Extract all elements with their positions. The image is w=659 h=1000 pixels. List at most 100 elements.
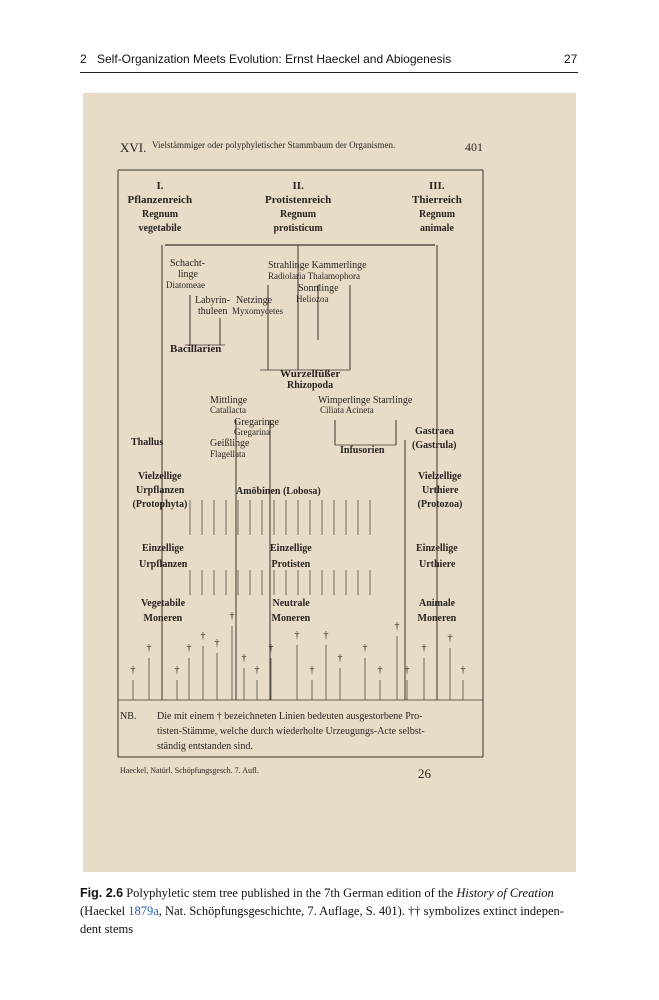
tree-label: Strahlinge Kammerlinge	[268, 260, 367, 271]
tree-label: Sonnlinge	[298, 283, 339, 294]
tree-label: II.	[292, 180, 304, 192]
dagger: †	[200, 631, 206, 642]
caption-citation[interactable]: 1879a	[128, 904, 159, 918]
tree-label: Ciliata Acineta	[320, 405, 374, 415]
tree-label: Vegetabile	[141, 598, 186, 609]
tree-label: Einzellige	[142, 543, 184, 554]
dagger: †	[362, 643, 368, 654]
caption-text: , Nat. Schöpfungsgeschichte, 7. Auflage,…	[158, 904, 564, 918]
tree-label: Regnum	[280, 209, 317, 220]
tree-label: (Protozoa)	[417, 499, 463, 510]
tree-label: Moneren	[271, 613, 311, 624]
tree-label: Moneren	[143, 613, 183, 624]
header-rule	[80, 72, 578, 73]
dagger: †	[447, 633, 453, 644]
note-line: Die mit einem † bezeichneten Linien bede…	[157, 711, 423, 722]
dagger: †	[294, 630, 300, 641]
tree-label: (Protophyta)	[132, 499, 188, 510]
note-label: NB.	[120, 711, 137, 722]
tree-label: Gastraea	[415, 426, 454, 437]
tree-label: Einzellige	[270, 543, 312, 554]
tree-label: Infusorien	[340, 445, 385, 456]
caption-text: dent stems	[80, 922, 134, 936]
dagger: †	[323, 630, 329, 641]
tree-label: Geißlinge	[210, 438, 250, 449]
tree-label: vegetabile	[138, 223, 182, 234]
tree-label: Animale	[419, 598, 456, 609]
tree-label: Neutrale	[272, 598, 310, 609]
tree-label: Wimperlinge Starrlinge	[318, 395, 413, 406]
tree-label: Gregarina	[234, 427, 270, 437]
tree-label: I.	[156, 180, 164, 192]
tree-label: Labyrin-	[195, 295, 230, 306]
tree-label: Vielzellige	[418, 471, 462, 482]
plate-page: 401	[465, 140, 483, 154]
dagger: †	[146, 643, 152, 654]
tree-label: Amöbinen (Lobosa)	[236, 486, 321, 497]
page-number: 27	[564, 52, 578, 66]
tree-label: Gregaringe	[234, 417, 279, 428]
dagger: †	[377, 665, 383, 676]
tree-label: Urpflanzen	[136, 485, 185, 496]
tree-label: thuleen	[198, 306, 228, 317]
dagger: †	[241, 653, 247, 664]
dagger: †	[268, 643, 274, 654]
tree-label: Vielzellige	[138, 471, 182, 482]
tree-label: Thallus	[131, 437, 164, 448]
tree-label: Regnum	[419, 209, 456, 220]
tree-label: protisticum	[273, 223, 323, 234]
dagger: †	[404, 665, 410, 676]
dagger: †	[309, 665, 315, 676]
running-title: Self-Organization Meets Evolution: Ernst…	[97, 52, 452, 66]
dagger: †	[421, 643, 427, 654]
caption-title: History of Creation	[456, 886, 554, 900]
tree-label: Wurzelfüßer	[280, 368, 341, 380]
dagger: †	[174, 665, 180, 676]
plate-footer-page: 26	[418, 766, 431, 781]
figure-caption: Fig. 2.6 Polyphyletic stem tree publishe…	[80, 884, 580, 938]
plate-number: XVI.	[120, 140, 147, 155]
tree-label: Thierreich	[412, 194, 462, 206]
tree-label: Radiolaria Thalamophora	[268, 271, 361, 281]
dagger: †	[214, 638, 220, 649]
dagger: †	[229, 611, 235, 622]
tree-label: Netzinge	[236, 295, 273, 306]
tree-label: Rhizopoda	[287, 380, 334, 391]
tree-label: Protistenreich	[265, 194, 332, 206]
tree-label: Pflanzenreich	[127, 194, 193, 206]
dagger: †	[337, 653, 343, 664]
tree-label: (Gastrula)	[412, 440, 457, 451]
caption-text: (Haeckel	[80, 904, 126, 918]
tree-label: Einzellige	[416, 543, 458, 554]
tree-label: Flagellata	[210, 449, 246, 459]
tree-label: Urthiere	[419, 559, 456, 570]
tree-label: Heliozoa	[296, 294, 329, 304]
note-line: tisten-Stämme, welche durch wiederholte …	[157, 726, 425, 737]
tree-label: Moneren	[417, 613, 457, 624]
dagger: †	[186, 643, 192, 654]
tree-label: Catallacta	[210, 405, 246, 415]
tree-label: III.	[429, 180, 445, 192]
tree-label: Schacht-	[170, 258, 205, 269]
tree-label: Myxomycetes	[232, 306, 283, 316]
plate-footer: Haeckel, Natürl. Schöpfungsgesch. 7. Auf…	[120, 766, 259, 775]
dagger: †	[254, 665, 260, 676]
caption-label: Fig. 2.6	[80, 886, 124, 900]
plate-heading: Vielstämmiger oder polyphyletischer Stam…	[152, 140, 396, 150]
tree-label: Protisten	[271, 559, 311, 570]
chapter-number: 2	[80, 52, 87, 66]
tree-label: Regnum	[142, 209, 179, 220]
tree-label: Urpflanzen	[139, 559, 188, 570]
dagger: †	[130, 665, 136, 676]
dagger: †	[460, 665, 466, 676]
tree-label: animale	[420, 223, 454, 234]
dagger: †	[394, 621, 400, 632]
tree-label: Mittlinge	[210, 395, 248, 406]
caption-text: Polyphyletic stem tree published in the …	[126, 886, 454, 900]
figure-plate: † † † † † † † † † † † † † † † † † † † † † XVI. Vielstämmiger o…	[83, 93, 576, 872]
tree-label: Diatomeae	[166, 280, 205, 290]
tree-label: Urthiere	[422, 485, 459, 496]
tree-label: Bacillarien	[170, 343, 222, 355]
tree-lines	[117, 169, 484, 758]
